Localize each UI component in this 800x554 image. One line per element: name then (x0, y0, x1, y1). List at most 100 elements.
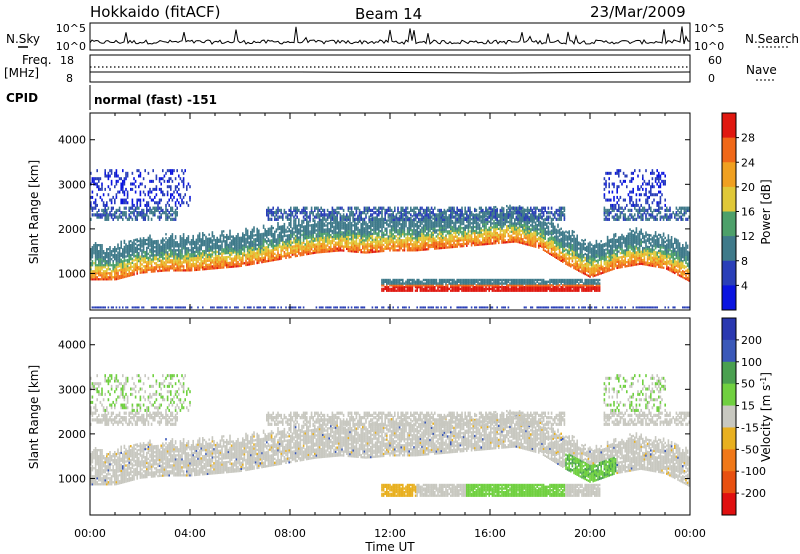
power-cell (164, 263, 166, 265)
power-cell (461, 223, 463, 225)
power-cell (208, 242, 210, 244)
power-cell (125, 247, 127, 249)
power-cell (149, 251, 151, 253)
power-cell (308, 243, 310, 245)
power-cell (168, 261, 170, 263)
ground-cell (218, 306, 220, 308)
power-cell (96, 252, 98, 254)
power-cell (221, 258, 223, 260)
power-cell (429, 234, 431, 236)
power-cell (215, 249, 217, 251)
power-cell (274, 241, 276, 243)
power-cell (122, 268, 124, 270)
power-cell (412, 233, 414, 235)
power-cell (92, 278, 94, 280)
power-cell (151, 209, 153, 212)
power-cell (117, 243, 119, 245)
power-cell (280, 229, 282, 231)
power-cell (231, 242, 233, 244)
power-cell (437, 235, 439, 237)
power-cell (156, 240, 158, 242)
power-cell (162, 265, 164, 267)
power-cell (125, 255, 127, 257)
power-cell (260, 233, 262, 235)
power-cell (159, 246, 161, 248)
power-cell (157, 240, 159, 242)
power-cell (431, 220, 433, 222)
power-cell (268, 248, 270, 250)
ground-cell (421, 306, 423, 308)
power-cell (154, 196, 156, 199)
power-cell (365, 231, 367, 233)
power-cell (354, 218, 356, 221)
power-cell (364, 229, 366, 231)
power-cell (468, 238, 470, 240)
power-cell (424, 244, 426, 246)
power-cell (252, 241, 254, 243)
power-cell (168, 253, 170, 255)
power-cell (320, 239, 322, 241)
power-cell (338, 231, 340, 233)
power-cell (125, 269, 127, 271)
power-cell (476, 226, 478, 228)
power-cell (466, 279, 468, 281)
power-cell (252, 249, 254, 251)
power-cell (192, 253, 194, 255)
power-cell (370, 237, 372, 239)
power-cell (212, 239, 214, 241)
power-cell (164, 245, 166, 247)
power-cell (175, 259, 177, 261)
power-cell (428, 222, 430, 224)
power-cell (280, 238, 282, 240)
power-cell (172, 237, 174, 239)
power-cell (124, 183, 126, 186)
power-cell (236, 265, 238, 267)
ground-cell (183, 306, 185, 308)
power-cell (402, 229, 404, 231)
power-cell (439, 221, 441, 223)
power-cell (234, 245, 236, 247)
power-cell (372, 237, 374, 239)
power-cell (284, 229, 286, 231)
power-cell (183, 180, 185, 183)
power-cell (218, 253, 220, 255)
power-cell (306, 227, 308, 229)
power-cell (306, 211, 308, 214)
power-cell (149, 239, 151, 241)
power-cell (332, 236, 334, 238)
power-cell (122, 264, 124, 266)
power-cell (207, 246, 209, 248)
power-cell (167, 247, 169, 249)
power-cell (157, 250, 159, 252)
power-cell (312, 224, 314, 226)
power-cell (296, 207, 298, 210)
power-cell (116, 274, 118, 276)
power-cell (242, 236, 244, 238)
power-cell (336, 237, 338, 239)
power-cell (378, 224, 380, 226)
power-cell (127, 193, 129, 196)
power-cell (272, 241, 274, 243)
ground-cell (444, 306, 446, 308)
power-cell (103, 272, 105, 274)
power-cell (274, 257, 276, 259)
power-cell (400, 247, 402, 249)
power-cell (378, 222, 380, 224)
power-cell (312, 228, 314, 230)
power-cell (421, 241, 423, 243)
power-cell (428, 224, 430, 226)
power-cell (386, 248, 388, 250)
power-cell (188, 263, 190, 265)
power-cell (148, 191, 150, 194)
power-cell (170, 243, 172, 245)
power-cell (389, 225, 391, 227)
power-cell (399, 241, 401, 243)
power-cell (288, 238, 290, 240)
power-cell (436, 245, 438, 247)
power-cell (442, 221, 444, 223)
power-cell (266, 254, 268, 256)
power-cell (223, 264, 225, 266)
power-cell (455, 211, 457, 214)
power-cell (156, 264, 158, 266)
power-cell (442, 231, 444, 233)
